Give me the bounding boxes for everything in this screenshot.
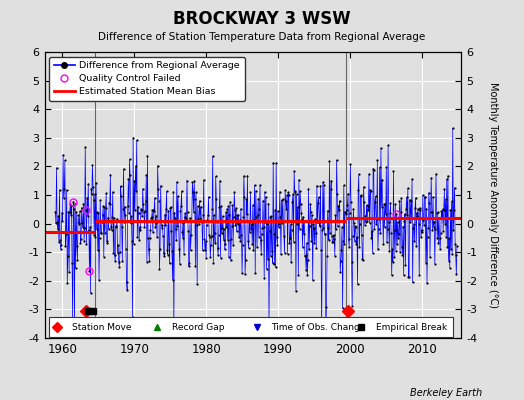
Text: Empirical Break: Empirical Break <box>376 323 447 332</box>
Text: Difference of Station Temperature Data from Regional Average: Difference of Station Temperature Data f… <box>99 32 425 42</box>
Text: Time of Obs. Change: Time of Obs. Change <box>271 323 366 332</box>
Text: Station Move: Station Move <box>72 323 131 332</box>
Text: Record Gap: Record Gap <box>171 323 224 332</box>
Bar <box>49 318 453 338</box>
Y-axis label: Monthly Temperature Anomaly Difference (°C): Monthly Temperature Anomaly Difference (… <box>488 82 498 308</box>
Legend: Difference from Regional Average, Quality Control Failed, Estimated Station Mean: Difference from Regional Average, Qualit… <box>49 57 245 101</box>
Text: Berkeley Earth: Berkeley Earth <box>410 388 482 398</box>
Text: BROCKWAY 3 WSW: BROCKWAY 3 WSW <box>173 10 351 28</box>
